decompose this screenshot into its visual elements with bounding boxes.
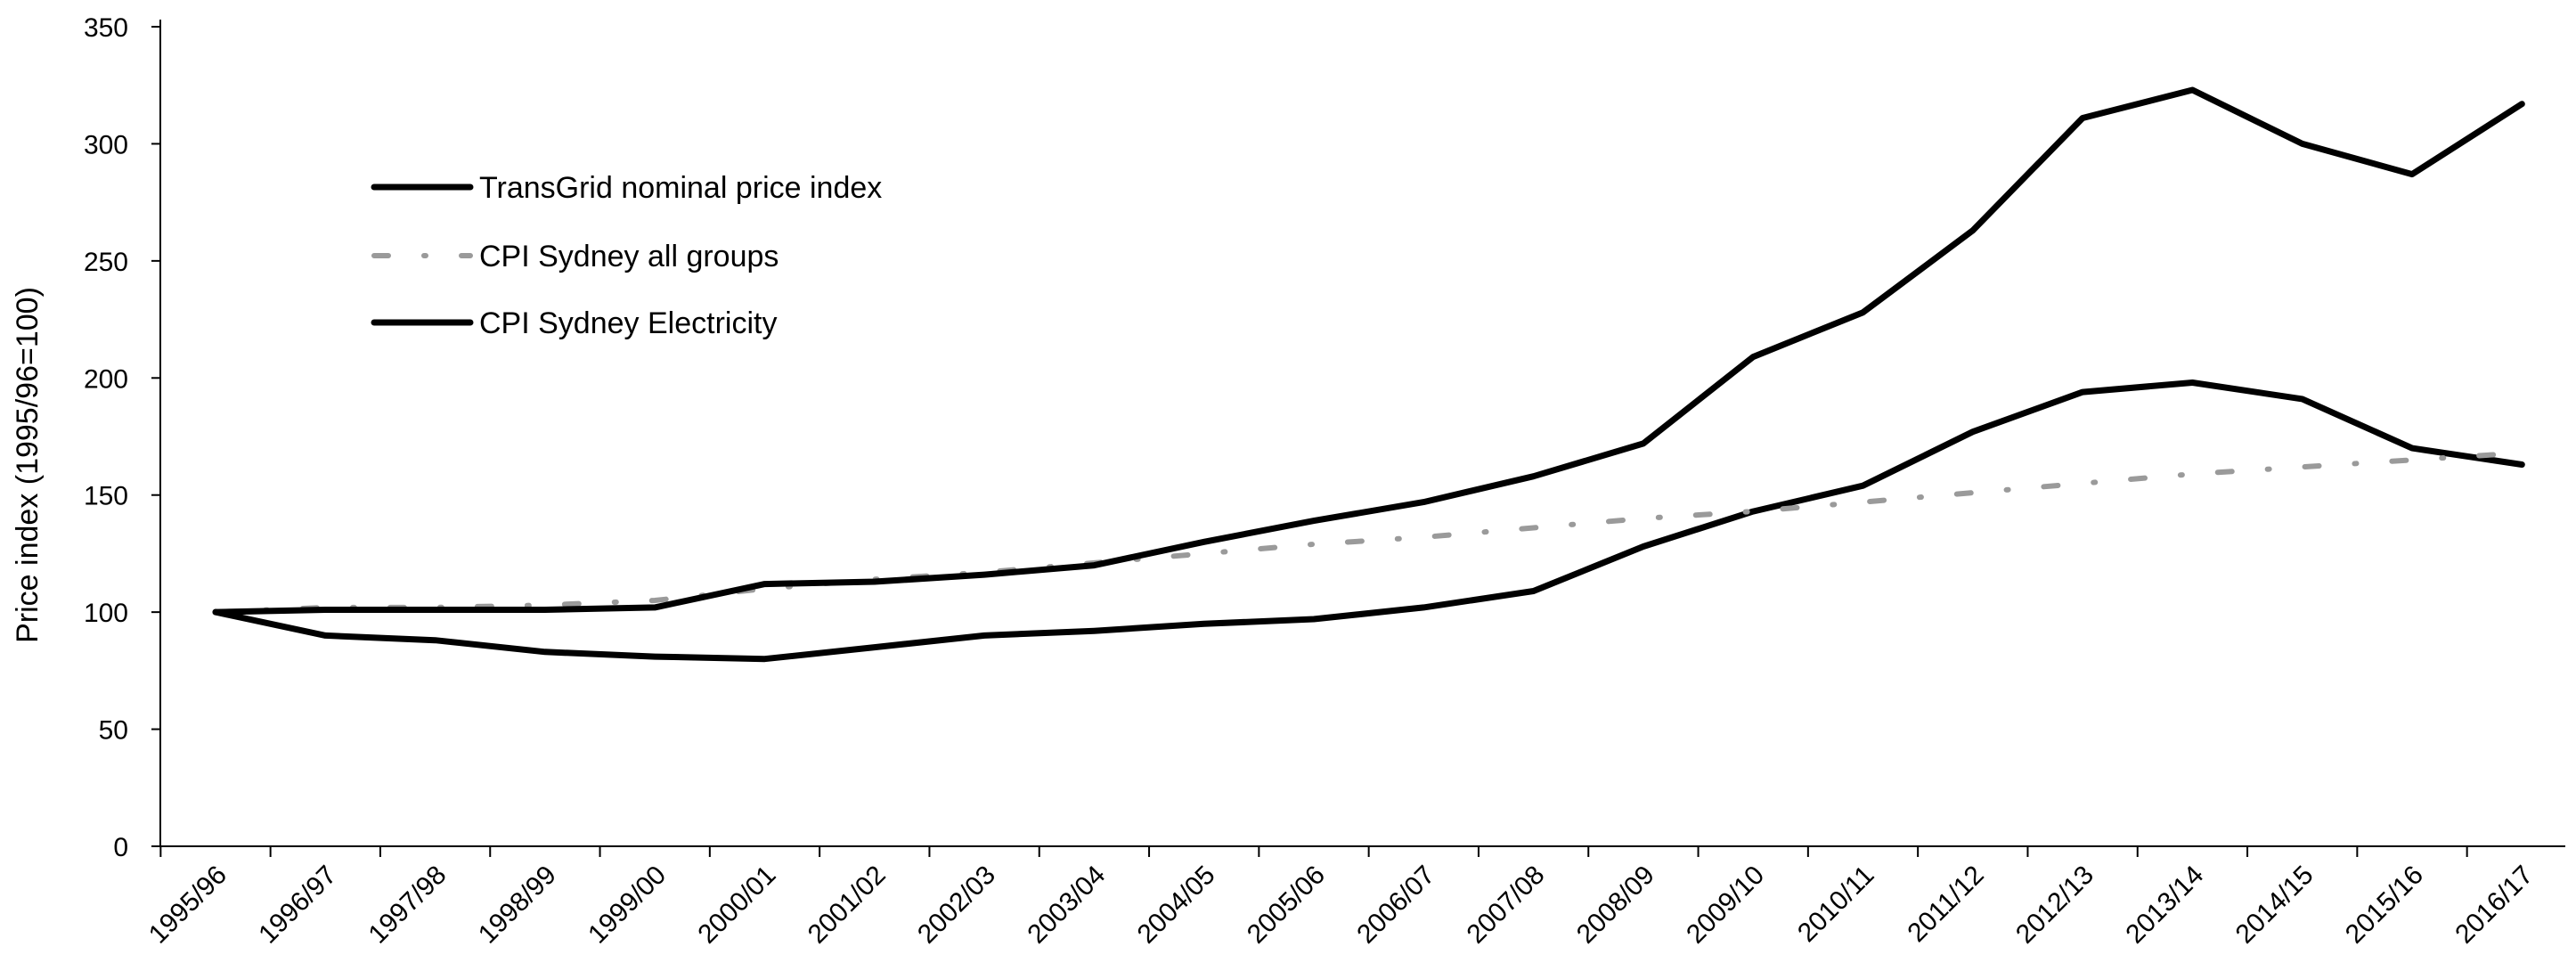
x-tick-label: 2010/11 [1792, 861, 1879, 948]
x-tick-label: 2013/14 [2120, 861, 2209, 950]
x-tick-label: 1998/99 [473, 861, 562, 950]
legend-label-2: CPI Sydney all groups [479, 240, 779, 273]
x-tick-label: 1997/98 [363, 861, 452, 950]
series-line-2 [216, 453, 2522, 612]
y-tick-label: 100 [84, 599, 128, 628]
y-tick-label: 300 [84, 130, 128, 159]
legend-label-3: CPI Sydney Electricity [479, 306, 777, 340]
x-tick-label: 2003/04 [1022, 861, 1111, 950]
legend-label-1: TransGrid nominal price index [479, 171, 882, 205]
x-tick-label: 2002/03 [912, 861, 1001, 950]
x-tick-label: 2009/10 [1681, 861, 1770, 950]
x-tick-label: 1995/96 [143, 861, 232, 950]
y-axis: 0 50 100 150 200 250 300 350 [84, 13, 160, 862]
y-tick-label: 350 [84, 13, 128, 43]
y-tick-label: 0 [113, 833, 128, 862]
x-tick-label: 2007/08 [1462, 861, 1551, 950]
x-tick-label: 2016/17 [2450, 861, 2539, 950]
y-tick-label: 250 [84, 248, 128, 277]
x-tick-label: 2011/12 [1902, 861, 1989, 948]
x-tick-label: 1996/97 [253, 861, 342, 950]
x-tick-label: 1999/00 [583, 861, 672, 950]
x-axis: 1995/96 1996/97 1997/98 1998/99 1999/00 2000/… [143, 846, 2565, 950]
legend: TransGrid nominal price index CPI Sydney … [374, 171, 882, 340]
y-tick-label: 200 [84, 364, 128, 394]
x-tick-label: 2015/16 [2340, 861, 2429, 950]
series-line-3 [216, 90, 2522, 612]
x-tick-label: 2004/05 [1132, 861, 1221, 950]
x-tick-label: 2012/13 [2010, 861, 2099, 950]
x-tick-label: 2001/02 [803, 861, 892, 950]
x-tick-label: 2005/06 [1242, 861, 1331, 950]
y-tick-label: 50 [99, 716, 128, 746]
x-tick-label: 2008/09 [1571, 861, 1660, 950]
x-tick-label: 2006/07 [1351, 861, 1440, 950]
series-line-1 [216, 383, 2522, 659]
x-tick-label: 2000/01 [692, 861, 781, 950]
x-tick-label: 2014/15 [2230, 861, 2319, 950]
y-axis-title: Price index (1995/96=100) [11, 287, 45, 643]
y-tick-label: 150 [84, 482, 128, 511]
